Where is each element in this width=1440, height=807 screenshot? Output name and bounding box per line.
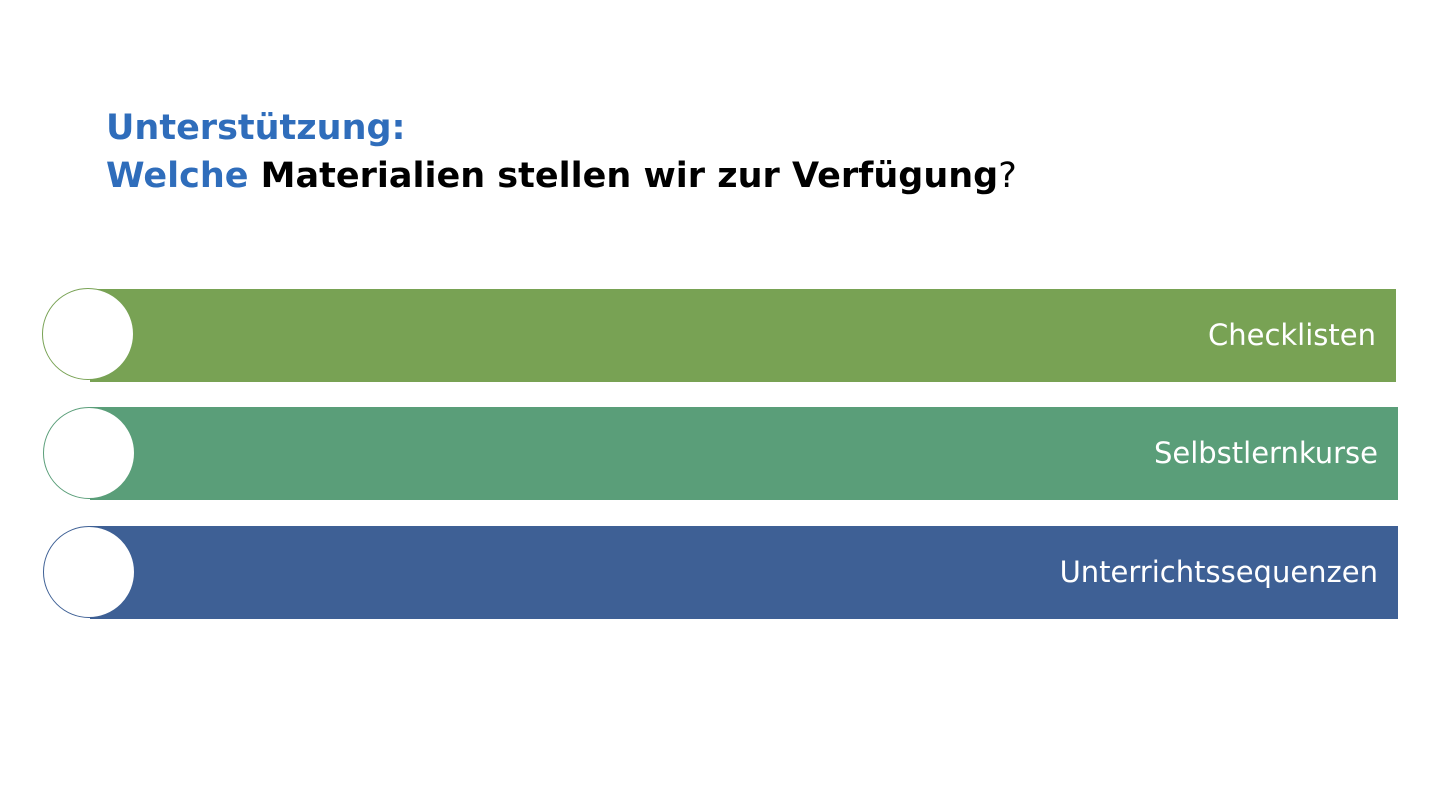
title-highlight-word: Welche — [106, 156, 249, 196]
list-item-label: Checklisten — [1207, 318, 1376, 352]
list-item-label: Unterrichtssequenzen — [1059, 555, 1378, 589]
list-item-checklisten: Checklisten — [90, 289, 1396, 382]
circle-marker — [42, 288, 134, 380]
circle-marker — [43, 526, 135, 618]
list-item-label: Selbstlernkurse — [1153, 436, 1378, 470]
circle-marker — [43, 407, 135, 499]
list-item-unterrichtssequenzen: Unterrichtssequenzen — [90, 526, 1398, 619]
list-item-selbstlernkurse: Selbstlernkurse — [90, 407, 1398, 500]
title-question-mark: ? — [998, 156, 1017, 196]
title-question-text: Materialien stellen wir zur Verfügung — [248, 156, 999, 196]
title-line-2: Welche Materialien stellen wir zur Verfü… — [106, 152, 1017, 200]
title-line-1: Unterstützung: — [106, 108, 406, 148]
slide-title: Unterstützung: Welche Materialien stelle… — [106, 104, 1017, 200]
